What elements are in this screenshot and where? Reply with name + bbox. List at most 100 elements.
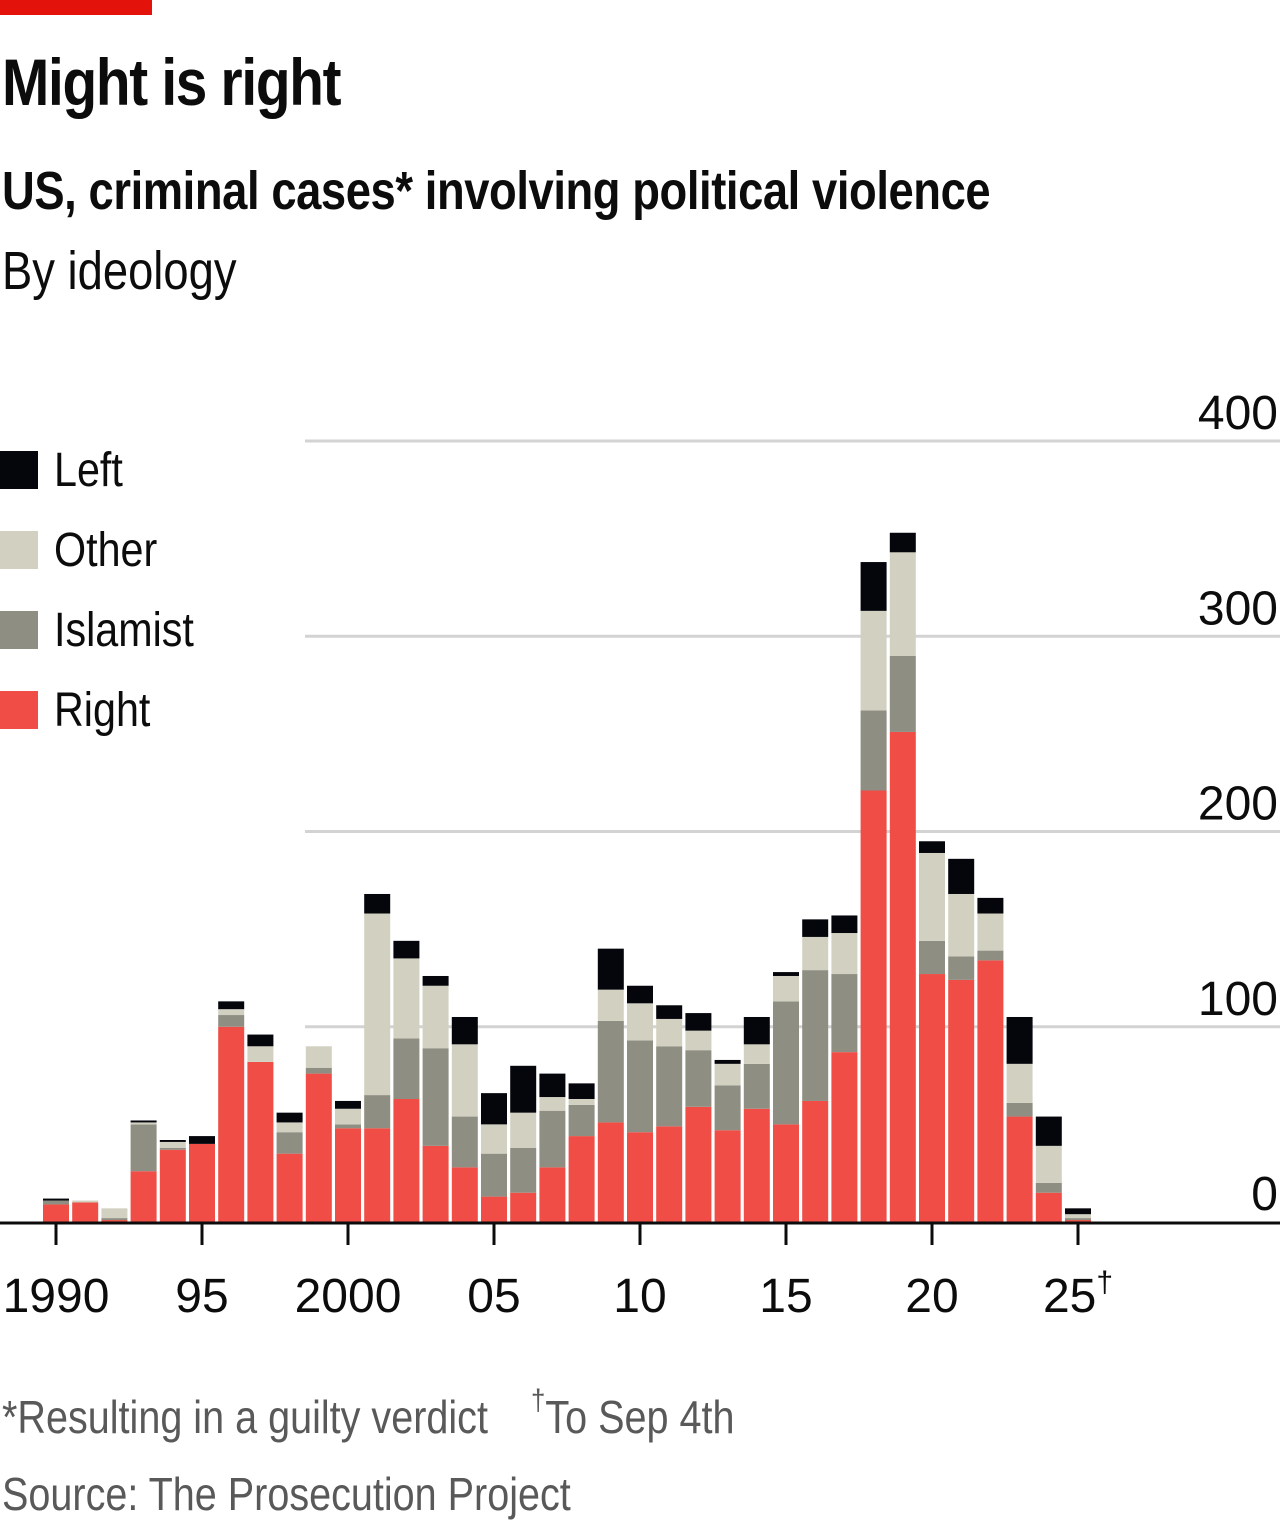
bar-islamist-2004 <box>451 1116 478 1168</box>
bar-right-1998 <box>276 1153 303 1222</box>
bar-right-2023 <box>1006 1116 1033 1222</box>
bar-islamist-2010 <box>627 1040 653 1133</box>
bar-stack-2001 <box>364 893 391 1222</box>
bar-left-2022 <box>977 897 1004 914</box>
bar-right-1996 <box>218 1026 245 1222</box>
bar-left-2008 <box>568 1083 595 1099</box>
bar-islamist-2008 <box>568 1104 595 1137</box>
bar-other-2003 <box>422 985 449 1049</box>
gridlines <box>305 439 1280 1029</box>
bar-left-2005 <box>481 1093 507 1125</box>
bar-left-2007 <box>539 1073 566 1098</box>
bar-stack-2013 <box>714 1059 741 1222</box>
bar-islamist-2001 <box>364 1095 391 1129</box>
bar-left-1998 <box>276 1112 303 1123</box>
bar-other-1991 <box>72 1200 99 1203</box>
bar-right-2000 <box>335 1128 361 1222</box>
bar-islamist-2022 <box>977 950 1004 961</box>
bar-islamist-1998 <box>276 1132 303 1154</box>
bar-stack-1993 <box>130 1120 157 1222</box>
bar-stack-2022 <box>977 897 1004 1222</box>
bar-left-1993 <box>130 1120 157 1123</box>
bar-islamist-2015 <box>773 1001 799 1125</box>
bar-right-2003 <box>422 1145 449 1222</box>
bar-right-1999 <box>305 1073 332 1222</box>
bar-stack-2016 <box>802 919 829 1222</box>
bar-islamist-2002 <box>393 1038 420 1099</box>
bar-other-2022 <box>977 913 1004 951</box>
bar-other-1999 <box>305 1046 332 1068</box>
bar-other-2019 <box>889 552 916 656</box>
legend-label-left: Left <box>54 443 123 497</box>
x-axis-labels: 1990 95 2000 05 10 15 20 25† <box>3 1266 1113 1323</box>
bar-other-2023 <box>1006 1063 1033 1103</box>
bar-left-1995 <box>189 1136 215 1144</box>
bar-other-2007 <box>539 1097 566 1111</box>
bar-right-2015 <box>773 1124 799 1222</box>
bar-stack-2020 <box>919 841 945 1222</box>
bar-stack-1997 <box>247 1034 274 1222</box>
stacked-bar-chart: 0 100 200 300 400 1990 95 2000 05 10 15 20 25† <box>0 387 1280 1323</box>
bar-other-2013 <box>714 1063 741 1086</box>
bar-right-2021 <box>948 979 975 1222</box>
bar-stack-2005 <box>481 1093 507 1222</box>
bar-stack-2000 <box>335 1100 361 1222</box>
brand-accent-bar <box>0 0 152 15</box>
bar-stack-1994 <box>159 1139 186 1222</box>
bar-islamist-2024 <box>1035 1182 1062 1193</box>
bar-other-1992 <box>101 1208 128 1219</box>
bar-islamist-2025 <box>1065 1218 1091 1221</box>
bar-other-2020 <box>919 852 945 941</box>
chart-subtitle: US, criminal cases* involving political … <box>2 161 991 221</box>
bar-other-2024 <box>1035 1145 1062 1183</box>
bar-right-2006 <box>510 1192 537 1222</box>
footnote-star: *Resulting in a guilty verdict <box>2 1391 488 1443</box>
bars <box>43 532 1091 1222</box>
bar-stack-2004 <box>451 1016 478 1222</box>
bar-other-2006 <box>510 1112 537 1148</box>
bar-left-1996 <box>218 1001 245 1010</box>
y-tick-label-100: 100 <box>1198 973 1278 1026</box>
bar-islamist-1992 <box>101 1218 128 1221</box>
bar-right-1997 <box>247 1061 274 1222</box>
legend-swatch-other <box>0 531 38 569</box>
x-tick-label-2000: 2000 <box>295 1270 402 1323</box>
bar-stack-1990 <box>43 1198 69 1222</box>
legend-swatch-left <box>0 451 38 489</box>
bar-islamist-2009 <box>597 1020 624 1123</box>
bar-left-2019 <box>889 532 916 553</box>
bar-stack-2021 <box>948 858 975 1222</box>
y-axis-labels: 0 100 200 300 400 <box>1198 387 1278 1221</box>
bar-left-2012 <box>685 1013 712 1031</box>
bar-right-2009 <box>597 1122 624 1222</box>
bar-left-2018 <box>860 562 887 611</box>
bar-stack-1998 <box>276 1112 303 1222</box>
bar-stack-2002 <box>393 940 420 1222</box>
bar-right-2001 <box>364 1128 391 1222</box>
bar-left-2013 <box>714 1059 741 1064</box>
bar-islamist-1994 <box>159 1147 186 1150</box>
bar-left-2015 <box>773 972 799 976</box>
bar-other-2004 <box>451 1044 478 1117</box>
legend-item-left: Left <box>0 430 217 510</box>
x-tick-label-2005: 05 <box>467 1270 520 1323</box>
bar-other-1994 <box>159 1141 186 1148</box>
bar-islamist-2020 <box>919 940 945 975</box>
bar-stack-2012 <box>685 1013 712 1222</box>
bar-left-2011 <box>656 1005 683 1019</box>
bar-other-2008 <box>568 1098 595 1105</box>
bar-other-2001 <box>364 913 391 1096</box>
bar-left-2014 <box>743 1016 770 1045</box>
bar-right-2024 <box>1035 1192 1062 1222</box>
bar-islamist-1993 <box>130 1124 157 1172</box>
bar-islamist-2017 <box>831 974 858 1053</box>
x-tick-label-1995: 95 <box>175 1270 228 1323</box>
bar-islamist-2018 <box>860 710 887 791</box>
bar-right-2020 <box>919 974 945 1222</box>
x-tick-label-2020: 20 <box>905 1270 958 1323</box>
bar-stack-2019 <box>889 532 916 1222</box>
bar-other-2017 <box>831 933 858 975</box>
bar-islamist-2019 <box>889 655 916 732</box>
bar-other-1997 <box>247 1046 274 1062</box>
bar-islamist-2006 <box>510 1147 537 1193</box>
